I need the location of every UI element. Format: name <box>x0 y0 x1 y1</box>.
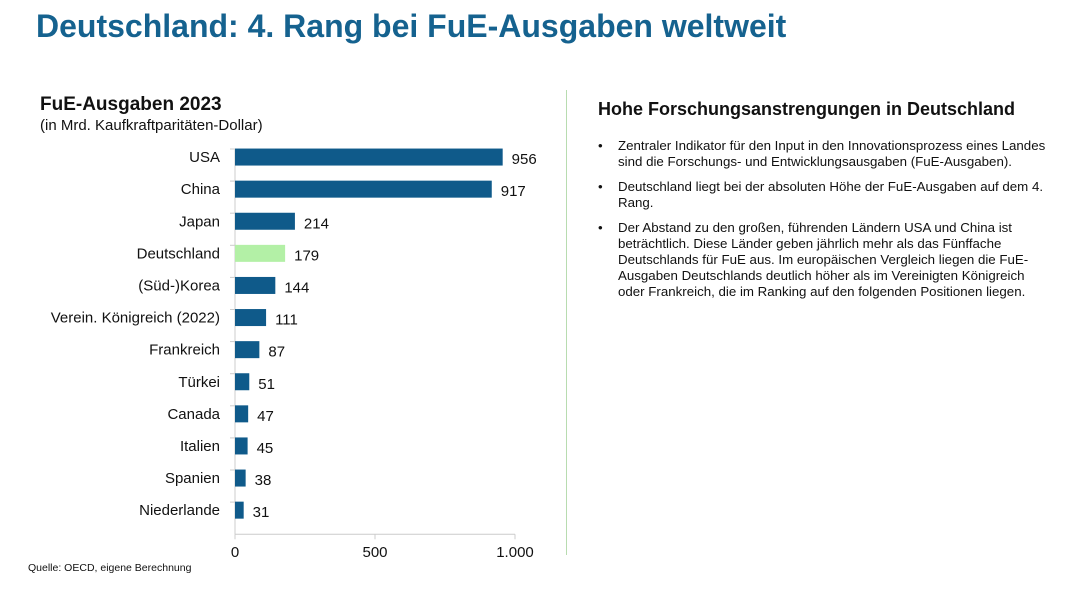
bar <box>235 212 295 230</box>
value-label: 31 <box>253 504 270 521</box>
text-panel-title: Hohe Forschungsanstrengungen in Deutschl… <box>598 99 1016 119</box>
value-label: 45 <box>257 440 274 457</box>
category-label: USA <box>189 149 220 166</box>
bar <box>235 341 260 359</box>
bar <box>235 244 286 262</box>
category-label: Canada <box>167 406 220 423</box>
category-label: Frankreich <box>149 342 220 359</box>
category-label: Deutschland <box>137 245 220 262</box>
bar <box>235 469 246 487</box>
value-label: 144 <box>284 279 309 296</box>
bullet-item: • Deutschland liegt bei der absoluten Höh… <box>598 179 1044 210</box>
bullet-item: • Zentraler Indikator für den Input in de… <box>598 138 1046 169</box>
bullet-list: • Zentraler Indikator für den Input in de… <box>598 138 1053 309</box>
category-label: Niederlande <box>139 502 220 519</box>
bar-chart: USA 956 China 917 Japan 214 Deutschland 179 (Süd… <box>51 148 537 560</box>
divider <box>566 90 567 555</box>
source-note: Quelle: OECD, eigene Berechnung <box>28 562 192 574</box>
value-label: 956 <box>512 151 537 168</box>
chart-title: FuE-Ausgaben 2023 <box>40 94 222 115</box>
bar <box>235 437 248 455</box>
bar <box>235 180 492 198</box>
bullet-icon: • <box>598 179 603 194</box>
value-label: 47 <box>257 408 274 425</box>
category-label: Italien <box>180 438 220 455</box>
bullet-item: • Der Abstand zu den großen, führenden Lä… <box>598 220 1029 299</box>
category-label: Türkei <box>178 374 220 391</box>
category-label: (Süd-)Korea <box>138 277 220 294</box>
bar <box>235 309 267 327</box>
value-label: 51 <box>258 376 275 393</box>
value-label: 87 <box>268 344 285 361</box>
chart-subtitle: (in Mrd. Kaufkraftparitäten-Dollar) <box>40 117 263 134</box>
bullet-icon: • <box>598 220 603 235</box>
value-label: 214 <box>304 215 329 232</box>
value-label: 38 <box>255 472 272 489</box>
bar <box>235 276 276 294</box>
x-tick-label: 500 <box>362 544 387 560</box>
value-label: 111 <box>275 312 298 329</box>
bar <box>235 501 244 519</box>
bar <box>235 148 503 166</box>
category-label: Verein. Königreich (2022) <box>51 310 220 327</box>
category-label: Japan <box>179 213 220 230</box>
category-label: China <box>181 181 221 198</box>
category-label: Spanien <box>165 470 220 487</box>
bullet-icon: • <box>598 138 603 153</box>
bar <box>235 373 250 391</box>
bar <box>235 405 249 423</box>
x-tick-label: 0 <box>231 544 239 560</box>
page-title: Deutschland: 4. Rang bei FuE-Ausgaben we… <box>36 8 787 44</box>
x-tick-label: 1.000 <box>496 544 534 560</box>
value-label: 917 <box>501 183 526 200</box>
value-label: 179 <box>294 247 319 264</box>
